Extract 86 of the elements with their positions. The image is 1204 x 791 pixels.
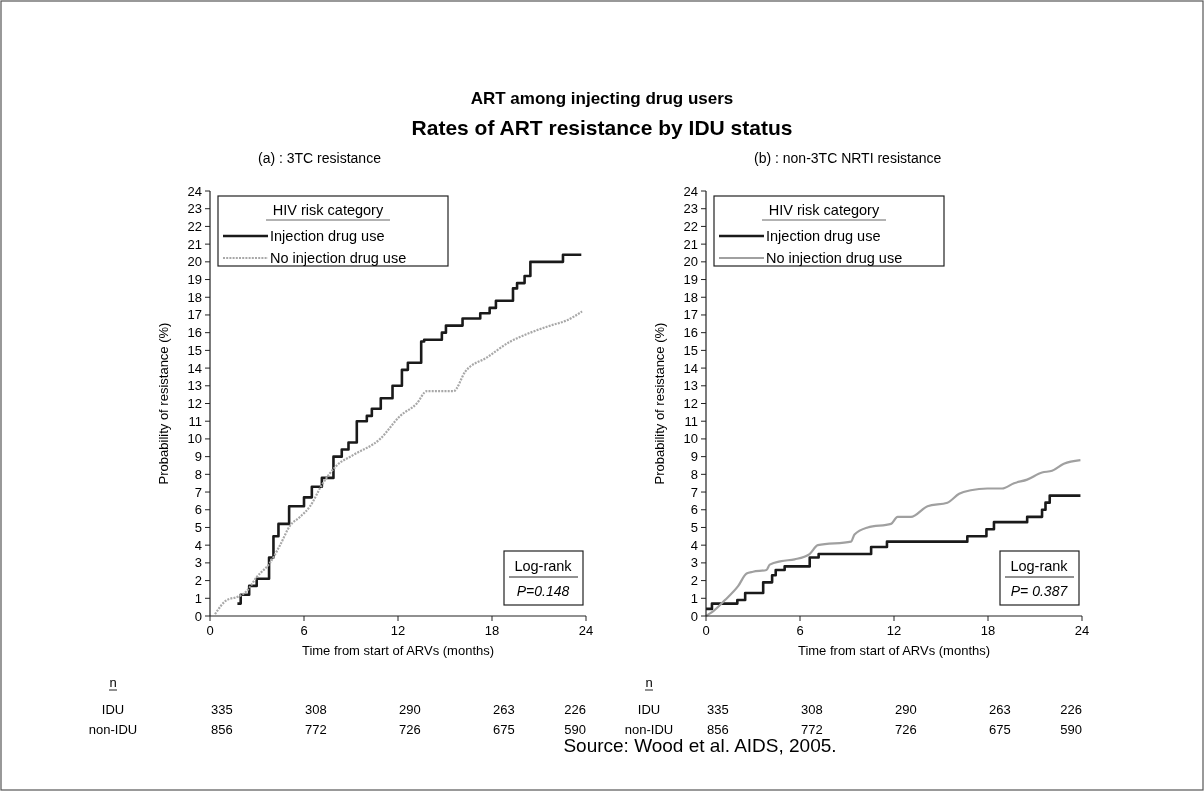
x-tick-label: 24 — [1074, 623, 1090, 638]
y-tick-label: 0 — [690, 608, 698, 624]
annotation: Log-rank — [514, 558, 573, 574]
y-tick-label: 16 — [683, 325, 698, 341]
legend-label: Injection drug use — [766, 228, 881, 244]
y-tick-label: 20 — [683, 254, 698, 270]
y-tick-label: 6 — [194, 502, 202, 518]
y-tick-label: 7 — [690, 484, 698, 500]
text: n — [645, 675, 653, 690]
legend-label: Injection drug use — [270, 228, 385, 244]
text: Rates of ART resistance by IDU status — [411, 116, 793, 139]
y-tick-label: 23 — [187, 201, 202, 217]
y-tick-label: 23 — [683, 201, 698, 217]
y-tick-label: 14 — [683, 360, 698, 376]
x-tick-label: 18 — [980, 623, 996, 638]
y-tick-label: 1 — [690, 590, 698, 606]
text: non-IDU 856 772 726 675 590 — [624, 722, 1082, 737]
y-tick-label: 8 — [690, 466, 698, 482]
y-tick-label: 0 — [194, 608, 202, 624]
y-tick-label: 13 — [187, 378, 202, 394]
y-tick-label: 9 — [690, 449, 698, 465]
x-tick-label: 6 — [796, 623, 804, 638]
x-tick-label: 18 — [484, 623, 500, 638]
y-tick-label: 18 — [683, 289, 698, 305]
y-tick-label: 12 — [683, 396, 698, 411]
y-tick-label: 9 — [194, 449, 202, 465]
y-tick-label: 14 — [187, 360, 202, 376]
y-tick-label: 17 — [683, 307, 698, 323]
y-tick-label: 6 — [690, 502, 698, 518]
y-tick-label: 4 — [690, 537, 698, 553]
y-tick-label: 19 — [683, 272, 698, 288]
y-tick-label: 24 — [187, 183, 202, 199]
y-tick-label: 17 — [187, 307, 202, 323]
chart-title: (a) : 3TC resistance — [258, 150, 382, 166]
chart-title: (b) : non-3TC NRTI resistance — [754, 150, 942, 166]
y-tick-label: 20 — [187, 254, 202, 270]
annotation: P=0.148 — [516, 583, 570, 599]
y-tick-label: 22 — [187, 218, 202, 234]
y-tick-label: 3 — [690, 555, 698, 571]
x-tick-label: 0 — [206, 623, 214, 638]
y-tick-label: 11 — [684, 413, 698, 429]
y-tick-label: 10 — [187, 431, 202, 447]
text: n — [109, 675, 117, 690]
y-tick-label: 13 — [683, 378, 698, 394]
x-tick-label: 0 — [702, 623, 710, 638]
y-tick-label: 19 — [187, 272, 202, 288]
y-tick-label: 12 — [187, 396, 202, 411]
text: IDU 335 308 290 263 226 — [101, 702, 586, 717]
text: non-IDU 856 772 726 675 590 — [88, 722, 586, 737]
y-tick-label: 2 — [194, 573, 202, 589]
line-series — [213, 310, 584, 616]
y-axis-title: Probability of resistance (%) — [156, 322, 171, 485]
y-tick-label: 18 — [187, 289, 202, 305]
y-tick-label: 10 — [683, 431, 698, 447]
y-tick-label: 2 — [690, 573, 698, 589]
x-tick-label: 24 — [578, 623, 594, 638]
y-tick-label: 4 — [194, 537, 202, 553]
y-tick-label: 21 — [683, 236, 698, 252]
annotation: P= 0.387 — [1010, 583, 1069, 599]
x-tick-label: 12 — [390, 623, 406, 638]
legend-label: No injection drug use — [270, 250, 407, 266]
y-tick-label: 24 — [683, 183, 698, 199]
annotation: Log-rank — [1010, 558, 1069, 574]
legend-title: HIV risk category — [272, 202, 384, 218]
y-tick-label: 15 — [187, 342, 202, 358]
y-tick-label: 5 — [194, 519, 202, 535]
legend-label: No injection drug use — [766, 250, 903, 266]
y-axis-title: Probability of resistance (%) — [652, 322, 667, 485]
y-tick-label: 15 — [683, 342, 698, 358]
y-tick-label: 3 — [194, 555, 202, 571]
x-tick-label: 6 — [300, 623, 308, 638]
y-tick-label: 8 — [194, 466, 202, 482]
y-tick-label: 7 — [194, 484, 202, 500]
y-tick-label: 11 — [188, 413, 202, 429]
text: ART among injecting drug users — [470, 89, 734, 108]
y-tick-label: 1 — [194, 590, 202, 606]
y-tick-label: 16 — [187, 325, 202, 341]
y-tick-label: 22 — [683, 218, 698, 234]
text: IDU 335 308 290 263 226 — [637, 702, 1082, 717]
x-tick-label: 12 — [886, 623, 902, 638]
legend-title: HIV risk category — [768, 202, 880, 218]
y-tick-label: 21 — [187, 236, 202, 252]
y-tick-label: 5 — [690, 519, 698, 535]
x-axis-title: Time from start of ARVs (months) — [301, 643, 495, 658]
x-axis-title: Time from start of ARVs (months) — [797, 643, 991, 658]
source-note: Source: Wood et al. AIDS, 2005. — [563, 735, 837, 756]
